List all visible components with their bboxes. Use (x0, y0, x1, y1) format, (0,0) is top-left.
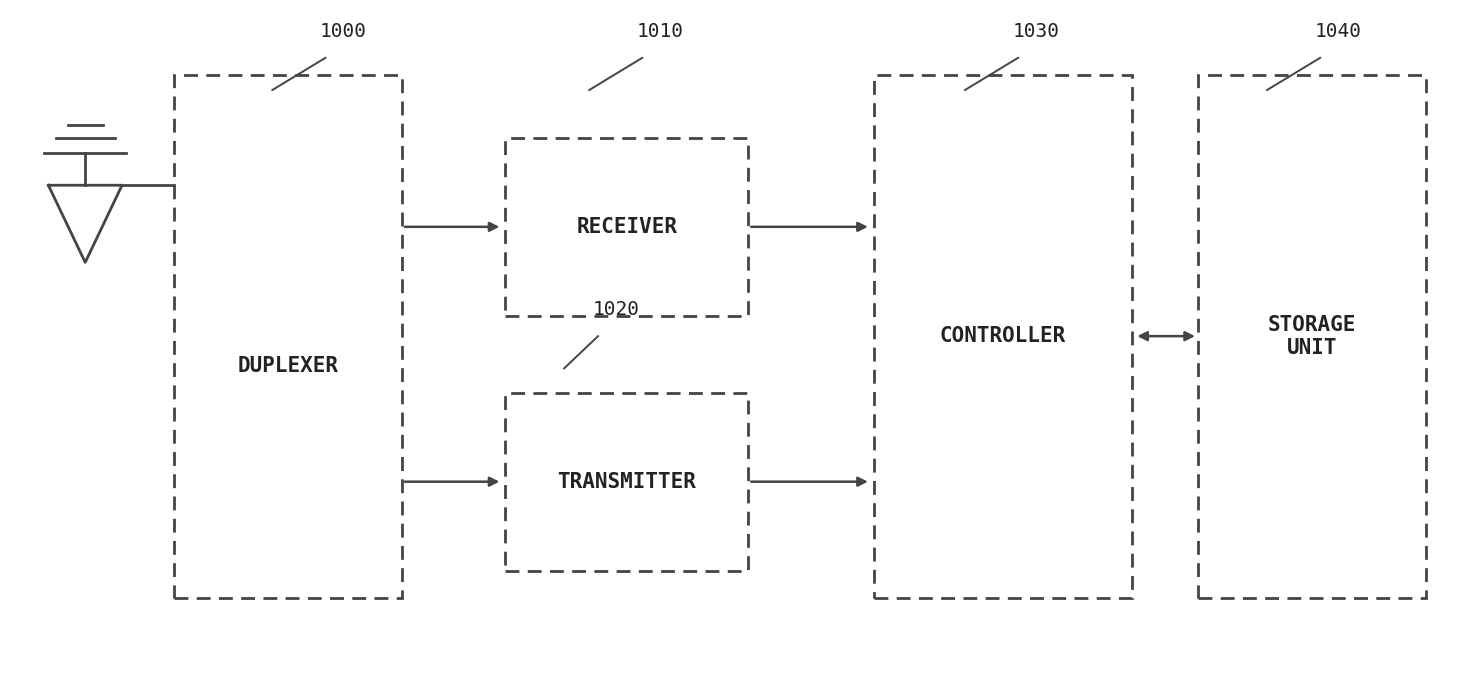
Text: STORAGE
UNIT: STORAGE UNIT (1269, 314, 1356, 358)
Text: RECEIVER: RECEIVER (576, 217, 677, 237)
Text: CONTROLLER: CONTROLLER (940, 326, 1066, 346)
Text: DUPLEXER: DUPLEXER (237, 356, 338, 376)
FancyBboxPatch shape (1197, 75, 1426, 598)
Text: 1030: 1030 (1012, 22, 1060, 41)
FancyBboxPatch shape (505, 139, 748, 316)
Text: 1040: 1040 (1315, 22, 1362, 41)
Text: 1000: 1000 (320, 22, 366, 41)
Text: TRANSMITTER: TRANSMITTER (557, 472, 697, 492)
FancyBboxPatch shape (873, 75, 1132, 598)
FancyBboxPatch shape (505, 393, 748, 571)
Text: 1020: 1020 (593, 300, 639, 319)
Text: 1010: 1010 (636, 22, 683, 41)
FancyBboxPatch shape (173, 75, 402, 598)
